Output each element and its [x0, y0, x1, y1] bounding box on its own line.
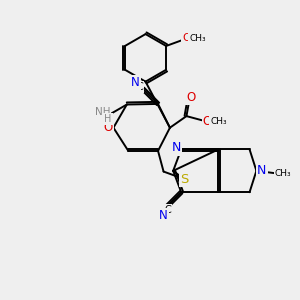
Text: CH₃: CH₃: [190, 34, 206, 43]
Text: N: N: [172, 141, 181, 154]
Text: N: N: [159, 209, 168, 222]
Text: O: O: [186, 91, 195, 103]
Text: S: S: [180, 173, 188, 186]
Text: O: O: [203, 115, 212, 128]
Text: O: O: [103, 121, 113, 134]
Text: C: C: [136, 82, 143, 92]
Text: NH: NH: [95, 107, 110, 117]
Text: CH₃: CH₃: [210, 117, 227, 126]
Text: N: N: [257, 164, 266, 177]
Text: H: H: [104, 114, 112, 124]
Text: C: C: [164, 205, 171, 215]
Text: O: O: [182, 33, 191, 43]
Text: N: N: [131, 76, 140, 89]
Text: CH₃: CH₃: [275, 169, 292, 178]
